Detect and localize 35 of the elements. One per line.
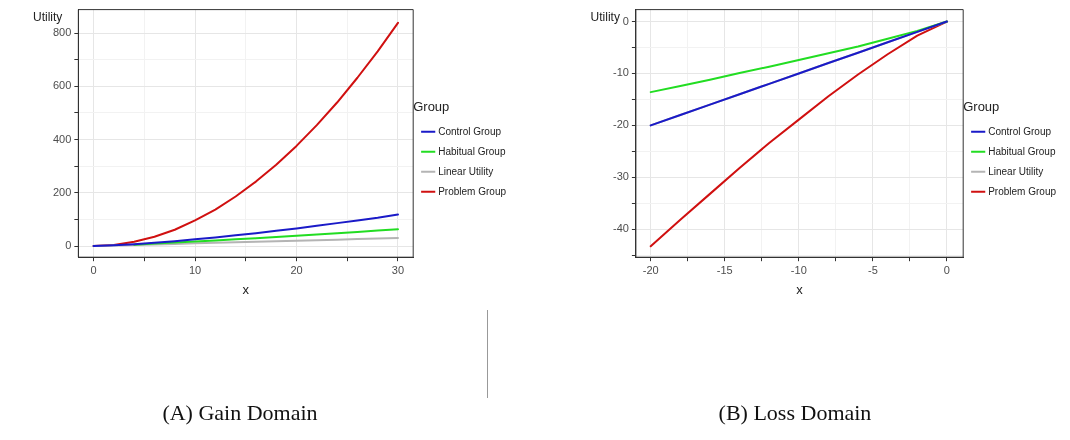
x-tick-label: -5 (867, 263, 878, 276)
x-tick-label: 30 (391, 263, 405, 276)
y-tick-label: -10 (612, 66, 629, 79)
x-tick-label: -20 (642, 263, 659, 276)
legend-label: Habitual Group (988, 145, 1056, 157)
text: (A) Gain Domain (161, 400, 319, 426)
x-axis-title: x (242, 281, 250, 297)
legend-label: Linear Utility (438, 165, 494, 177)
legend-title: Group (963, 99, 1000, 115)
x-tick-label: -10 (790, 263, 807, 276)
y-tick-label: 0 (622, 14, 629, 27)
legend-label: Problem Group (988, 185, 1057, 197)
y-tick-label: -20 (612, 118, 629, 131)
legend-label: Problem Group (438, 185, 507, 197)
legend-title: Group (413, 99, 450, 115)
text: (B) Loss Domain (717, 400, 873, 426)
x-tick-label: -15 (716, 263, 733, 276)
legend-label: Control Group (988, 125, 1052, 137)
legend-label: Habitual Group (438, 145, 506, 157)
x-tick-label: 20 (290, 263, 303, 276)
y-tick-label: 600 (52, 79, 72, 92)
y-tick-label: 0 (65, 239, 72, 252)
x-axis-title: x (796, 281, 804, 297)
y-tick-label: 800 (52, 26, 72, 39)
x-tick-label: 0 (943, 263, 950, 276)
y-axis-title: Utility (33, 9, 63, 24)
y-tick-label: -40 (612, 222, 629, 235)
y-tick-label: -30 (612, 170, 629, 183)
y-axis-title: Utility (590, 9, 620, 24)
legend-label: Control Group (438, 125, 502, 137)
x-tick-label: 0 (90, 263, 97, 276)
y-tick-label: 200 (52, 185, 72, 198)
legend-label: Linear Utility (988, 165, 1044, 177)
y-tick-label: 400 (52, 132, 72, 145)
x-tick-label: 10 (188, 263, 202, 276)
